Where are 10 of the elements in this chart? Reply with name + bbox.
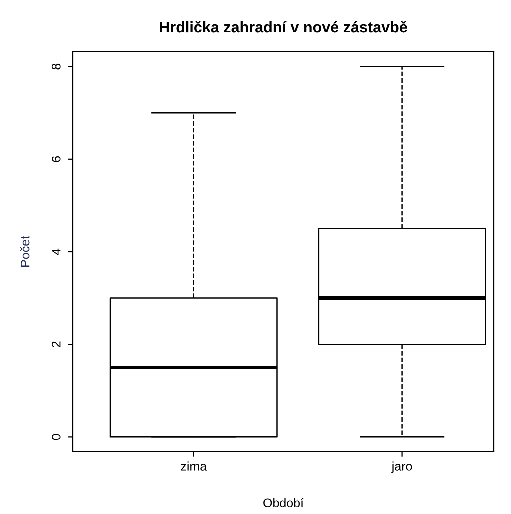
y-tick-label: 0 (52, 434, 61, 440)
x-axis-title: Období (264, 498, 304, 508)
y-tick-label: 8 (52, 64, 61, 70)
chart-title: Hrdlička zahradní v nové zástavbě (160, 21, 408, 33)
y-tick-label: 6 (52, 156, 61, 162)
y-tick-label: 4 (52, 248, 61, 256)
y-axis-title: Počet (20, 236, 30, 267)
y-tick-label: 2 (52, 342, 61, 348)
x-tick-label: jaro (392, 462, 412, 474)
x-tick-label: zima (181, 462, 208, 471)
